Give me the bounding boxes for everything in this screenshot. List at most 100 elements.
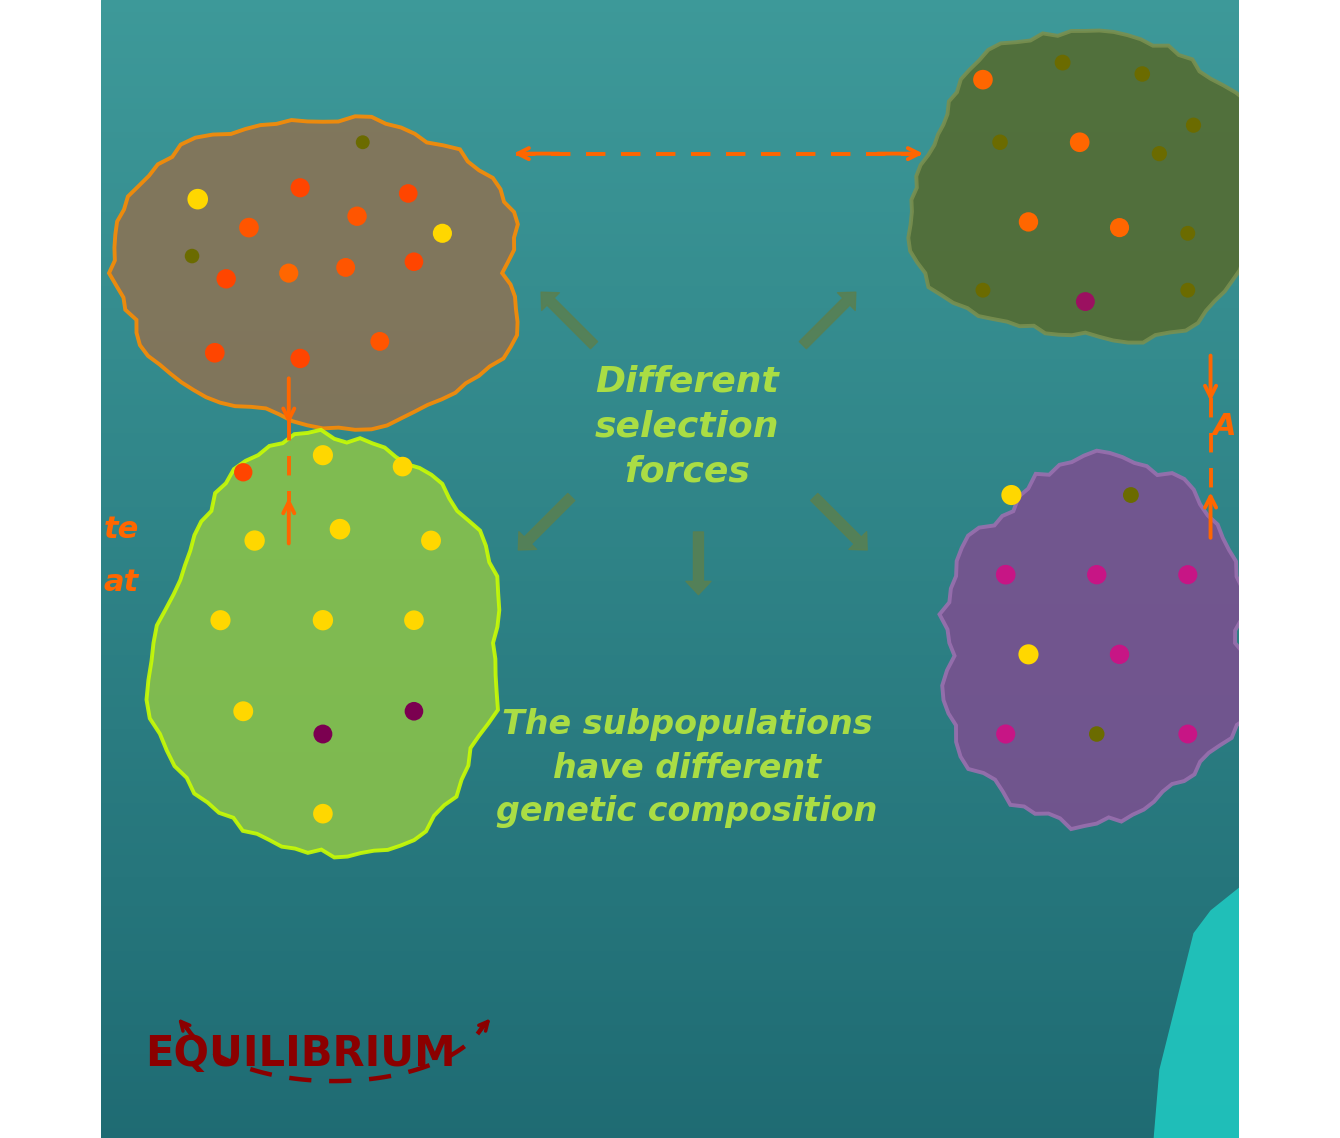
- Bar: [100, 222, 1240, 228]
- Bar: [100, 484, 1240, 489]
- Point: [973, 71, 994, 89]
- Bar: [100, 586, 1240, 592]
- Bar: [100, 472, 1240, 478]
- Bar: [100, 1047, 1240, 1053]
- Point: [403, 253, 425, 271]
- Bar: [100, 256, 1240, 262]
- Bar: [100, 512, 1240, 518]
- Point: [1001, 486, 1022, 504]
- Bar: [100, 603, 1240, 609]
- Point: [1069, 133, 1091, 151]
- Point: [973, 281, 994, 299]
- Bar: [100, 381, 1240, 387]
- Point: [330, 520, 351, 538]
- Bar: [100, 1019, 1240, 1024]
- Bar: [100, 922, 1240, 927]
- Bar: [100, 11, 1240, 17]
- Bar: [100, 353, 1240, 358]
- Bar: [100, 774, 1240, 780]
- Bar: [100, 233, 1240, 239]
- Bar: [100, 523, 1240, 529]
- Point: [210, 611, 232, 629]
- Bar: [100, 1081, 1240, 1087]
- Bar: [100, 626, 1240, 632]
- Bar: [100, 888, 1240, 893]
- Bar: [100, 193, 1240, 199]
- Point: [352, 133, 374, 151]
- Bar: [100, 324, 1240, 330]
- Bar: [100, 734, 1240, 740]
- Bar: [100, 63, 1240, 68]
- Bar: [100, 723, 1240, 728]
- Bar: [100, 706, 1240, 711]
- Bar: [100, 74, 1240, 80]
- Polygon shape: [146, 430, 500, 857]
- Point: [1177, 725, 1198, 743]
- Bar: [100, 273, 1240, 279]
- Bar: [100, 1132, 1240, 1138]
- Bar: [100, 68, 1240, 74]
- Bar: [100, 1104, 1240, 1110]
- Bar: [100, 154, 1240, 159]
- Bar: [100, 199, 1240, 205]
- Bar: [100, 1053, 1240, 1058]
- Point: [403, 702, 425, 720]
- Text: te: te: [103, 514, 138, 544]
- Bar: [100, 296, 1240, 302]
- Bar: [100, 836, 1240, 842]
- Bar: [100, 1110, 1240, 1115]
- Point: [233, 702, 255, 720]
- Bar: [100, 6, 1240, 11]
- Bar: [100, 438, 1240, 444]
- Bar: [100, 205, 1240, 211]
- Bar: [100, 933, 1240, 939]
- Bar: [100, 597, 1240, 603]
- Bar: [100, 575, 1240, 580]
- Bar: [100, 211, 1240, 216]
- Polygon shape: [909, 31, 1264, 343]
- Bar: [100, 478, 1240, 484]
- Bar: [100, 307, 1240, 313]
- Bar: [100, 506, 1240, 512]
- Bar: [100, 467, 1240, 472]
- Bar: [100, 23, 1240, 28]
- Point: [244, 531, 265, 550]
- Point: [312, 725, 334, 743]
- Bar: [100, 1001, 1240, 1007]
- Point: [216, 270, 237, 288]
- Bar: [100, 945, 1240, 950]
- Bar: [100, 637, 1240, 643]
- Point: [996, 725, 1017, 743]
- Bar: [100, 370, 1240, 376]
- Bar: [100, 142, 1240, 148]
- Bar: [100, 91, 1240, 97]
- Bar: [100, 341, 1240, 347]
- Bar: [100, 358, 1240, 364]
- Bar: [100, 1024, 1240, 1030]
- Bar: [100, 336, 1240, 341]
- Bar: [100, 1070, 1240, 1075]
- Point: [1177, 566, 1198, 584]
- Bar: [100, 876, 1240, 882]
- Point: [1148, 145, 1170, 163]
- Bar: [100, 1058, 1240, 1064]
- Bar: [100, 842, 1240, 848]
- Bar: [100, 529, 1240, 535]
- Bar: [100, 1115, 1240, 1121]
- Bar: [100, 996, 1240, 1001]
- Bar: [100, 808, 1240, 814]
- Bar: [100, 40, 1240, 46]
- Bar: [100, 905, 1240, 910]
- Bar: [100, 649, 1240, 654]
- Bar: [100, 569, 1240, 575]
- Bar: [100, 819, 1240, 825]
- Bar: [100, 1036, 1240, 1041]
- Bar: [100, 927, 1240, 933]
- Bar: [100, 882, 1240, 888]
- Point: [239, 218, 260, 237]
- Bar: [100, 728, 1240, 734]
- Bar: [100, 228, 1240, 233]
- Bar: [100, 495, 1240, 501]
- Bar: [100, 444, 1240, 450]
- Bar: [100, 967, 1240, 973]
